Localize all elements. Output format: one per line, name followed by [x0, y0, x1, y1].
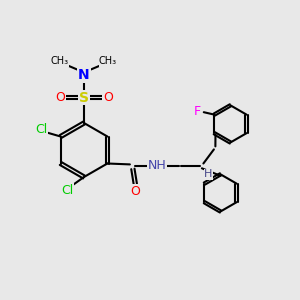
- Text: Cl: Cl: [35, 123, 47, 136]
- Text: CH₃: CH₃: [51, 56, 69, 67]
- Text: CH₃: CH₃: [99, 56, 117, 67]
- Text: Cl: Cl: [61, 184, 74, 197]
- Text: S: S: [79, 91, 89, 104]
- Text: O: O: [130, 185, 140, 198]
- Text: H: H: [204, 169, 213, 179]
- Text: F: F: [194, 105, 201, 118]
- Text: O: O: [103, 91, 113, 104]
- Text: O: O: [55, 91, 65, 104]
- Text: N: N: [78, 68, 90, 82]
- Text: NH: NH: [148, 159, 166, 172]
